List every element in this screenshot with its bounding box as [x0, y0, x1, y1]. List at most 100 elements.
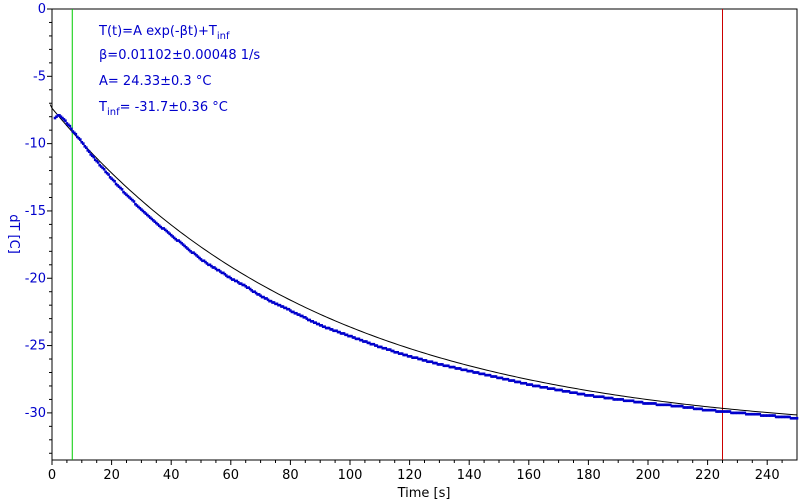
data-point — [688, 406, 692, 409]
data-point — [697, 407, 700, 411]
data-point — [755, 412, 759, 416]
data-point — [622, 399, 626, 403]
data-point — [555, 388, 559, 392]
data-point — [517, 380, 520, 384]
data-point — [77, 136, 81, 140]
data-point — [128, 196, 131, 199]
data-point — [730, 411, 733, 415]
data-point — [660, 403, 663, 407]
data-point — [756, 412, 760, 416]
data-point — [451, 365, 455, 369]
data-point — [292, 310, 295, 314]
data-point — [67, 123, 70, 127]
data-point — [64, 119, 67, 123]
data-point — [548, 387, 551, 390]
data-point — [116, 184, 119, 187]
data-point — [424, 359, 428, 362]
data-point — [177, 239, 180, 242]
data-point — [247, 286, 250, 289]
data-point — [613, 398, 617, 401]
data-point — [543, 386, 547, 389]
data-point — [771, 414, 775, 417]
data-point — [159, 225, 163, 229]
data-point — [794, 416, 797, 420]
data-point — [289, 309, 292, 312]
data-point — [466, 369, 470, 373]
data-point — [166, 231, 170, 234]
data-point — [695, 407, 699, 411]
data-point — [357, 337, 361, 341]
data-point — [156, 223, 160, 226]
data-point — [397, 352, 401, 355]
data-point — [83, 145, 87, 148]
data-point — [588, 394, 592, 397]
data-point — [400, 352, 404, 355]
data-point — [539, 386, 543, 389]
data-point — [239, 282, 243, 285]
data-point — [329, 328, 332, 331]
data-point — [199, 258, 203, 261]
data-point — [646, 402, 650, 405]
data-point — [788, 415, 791, 419]
data-point — [143, 210, 146, 214]
data-point — [333, 329, 337, 333]
data-point — [609, 396, 613, 400]
data-point — [274, 302, 277, 306]
data-point — [318, 324, 322, 327]
data-point — [463, 368, 467, 372]
data-point — [600, 395, 604, 399]
data-point — [192, 251, 195, 254]
data-point — [84, 146, 88, 149]
data-point — [141, 209, 145, 213]
data-point — [578, 392, 581, 396]
data-point — [61, 116, 64, 120]
data-point — [546, 387, 550, 390]
data-point — [101, 166, 104, 170]
data-point — [530, 383, 534, 386]
data-point — [520, 381, 523, 385]
data-point — [557, 388, 560, 392]
data-point — [652, 402, 656, 405]
data-point — [433, 361, 437, 365]
data-point — [382, 346, 386, 350]
data-point — [81, 142, 85, 145]
data-point — [233, 279, 237, 283]
data-point — [490, 375, 493, 378]
data-point — [228, 275, 231, 279]
data-point — [779, 415, 782, 419]
data-point — [105, 171, 109, 175]
data-point — [174, 237, 177, 241]
x-axis-label: Time [s] — [397, 486, 451, 501]
data-point — [508, 379, 511, 382]
data-point — [330, 328, 334, 331]
data-point — [509, 379, 513, 382]
x-axis: 0 20 40 60 80 100 120 140 160 180 200 220 240 — [48, 460, 783, 483]
data-point — [356, 337, 359, 341]
data-point — [92, 155, 96, 159]
data-point — [661, 403, 665, 407]
data-point — [125, 193, 128, 197]
data-point — [482, 372, 486, 376]
data-point — [686, 406, 690, 409]
data-point — [190, 251, 194, 254]
data-point — [344, 333, 347, 337]
data-point — [791, 416, 794, 420]
data-point — [122, 190, 125, 194]
data-point — [387, 348, 391, 351]
data-point — [210, 264, 213, 268]
data-point — [305, 317, 309, 320]
data-point — [615, 398, 619, 401]
data-point — [521, 381, 525, 385]
data-point — [612, 398, 616, 401]
data-point — [266, 298, 270, 302]
data-point — [596, 395, 599, 399]
data-point — [385, 348, 389, 351]
data-point — [301, 314, 304, 318]
data-point — [500, 376, 504, 380]
data-point — [238, 282, 242, 285]
data-point — [415, 356, 419, 359]
data-point — [338, 330, 341, 334]
data-point — [104, 170, 107, 174]
data-point — [727, 410, 730, 413]
data-point — [102, 167, 106, 171]
